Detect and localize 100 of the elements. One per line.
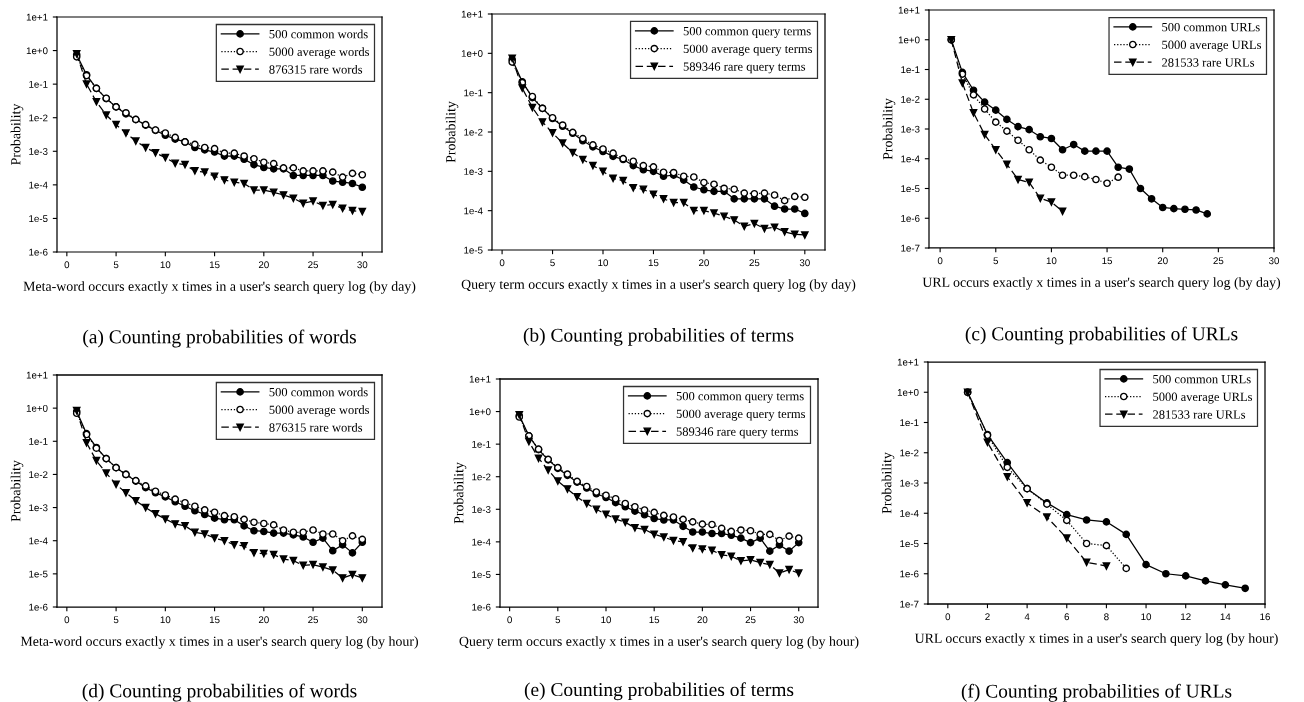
legend-label: 281533 rare URLs	[1162, 58, 1255, 67]
y-tick-label: 1e-3	[29, 148, 48, 155]
y-tick-label: 1e-4	[29, 181, 48, 189]
legend-label: 500 common URLs	[1153, 374, 1251, 384]
y-axis-title: Probability	[10, 103, 24, 165]
y-tick-label: 1e-2	[900, 449, 919, 457]
x-axis-title: URL occurs exactly x times in a user's search query log (by hour)	[914, 633, 1278, 646]
y-tick-label: 1e-5	[464, 246, 483, 254]
y-axis-title: Probability	[445, 101, 459, 163]
legend-label: 500 common query terms	[683, 26, 811, 38]
x-tick-label: 15	[648, 259, 659, 267]
text: (a) Counting probabilities of words	[83, 329, 356, 348]
x-tick-label: 10	[598, 259, 609, 267]
x-axis-title: Query term occurs exactly x times in a user's search query log (by hour)	[459, 636, 859, 649]
y-tick-label: 1e+1	[26, 13, 48, 21]
x-tick-label: 30	[793, 616, 804, 624]
y-tick-label: 1e-5	[901, 185, 920, 193]
y-tick-label: 1e-5	[900, 540, 919, 548]
x-tick-label: 2	[985, 613, 990, 621]
x-tick-label: 0	[64, 261, 70, 269]
x-axis-title: URL occurs exactly x times in a user's search query log (by day)	[922, 277, 1281, 290]
y-tick-label: 1e-3	[29, 504, 48, 512]
legend-label: 281533 rare URLs	[1153, 410, 1246, 419]
x-tick-label: 0	[937, 257, 943, 265]
x-axis-title: Meta-word occurs exactly x times in a user's search query log (by hour)	[20, 636, 418, 649]
y-axis-title: Probability	[453, 462, 467, 524]
x-tick-label: 10	[601, 616, 612, 624]
y-tick-label: 1e-2	[472, 473, 491, 481]
y-tick-label: 1e+1	[469, 375, 491, 383]
legend-label: 589346 rare query terms	[676, 427, 799, 439]
y-tick-label: 1e-6	[29, 248, 48, 256]
y-tick-label: 1e-5	[29, 215, 48, 223]
legend-label: 5000 average URLs	[1153, 392, 1253, 404]
x-tick-label: 15	[209, 261, 220, 269]
x-tick-label: 30	[357, 616, 368, 624]
legend-label: 500 common words	[269, 387, 368, 397]
y-tick-label: 1e-2	[901, 95, 920, 103]
x-tick-label: 0	[507, 616, 512, 624]
legend-label: 5000 average words	[269, 47, 370, 59]
y-tick-label: 1e+0	[469, 408, 491, 416]
legend-label: 5000 average URLs	[1162, 40, 1262, 52]
y-tick-label: 1e+1	[897, 358, 919, 366]
x-tick-label: 12	[1181, 613, 1191, 621]
y-axis-title: Probability	[882, 98, 896, 160]
y-tick-label: 1e-6	[29, 603, 48, 611]
y-tick-label: 1e-5	[472, 571, 491, 579]
x-tick-label: 5	[113, 616, 119, 624]
y-tick-label: 1e-3	[464, 168, 483, 175]
y-tick-label: 1e-2	[29, 471, 48, 479]
x-tick-label: 5	[113, 261, 119, 269]
x-tick-label: 10	[1141, 613, 1152, 621]
x-tick-label: 5	[555, 616, 561, 624]
x-tick-label: 0	[499, 259, 505, 267]
y-tick-label: 1e+1	[26, 371, 48, 379]
x-tick-label: 25	[308, 616, 319, 624]
x-tick-label: 20	[258, 616, 269, 624]
y-tick-label: 1e-4	[901, 155, 920, 163]
y-tick-label: 1e-4	[900, 510, 919, 517]
y-tick-label: 1e-2	[29, 114, 48, 122]
text: (f) Counting probabilities of URLs	[961, 683, 1232, 702]
x-tick-label: 30	[1268, 257, 1280, 265]
y-tick-label: 1e-6	[472, 603, 491, 611]
x-tick-label: 0	[945, 613, 951, 621]
x-tick-label: 30	[357, 261, 368, 269]
y-tick-label: 1e+0	[26, 47, 48, 55]
y-tick-label: 1e-1	[29, 438, 48, 445]
x-tick-label: 4	[1024, 613, 1030, 621]
legend-label: 5000 average words	[269, 405, 370, 417]
y-axis-title: Probability	[881, 452, 895, 514]
x-tick-label: 20	[698, 259, 709, 267]
y-tick-label: 1e+1	[461, 10, 483, 18]
x-tick-label: 15	[1102, 257, 1113, 265]
x-tick-label: 10	[1046, 257, 1057, 265]
x-tick-label: 25	[308, 261, 319, 269]
y-tick-label: 1e-1	[29, 80, 48, 88]
text: (e) Counting probabilities of terms	[524, 682, 794, 701]
y-tick-label: 1e-3	[900, 479, 919, 487]
x-tick-label: 16	[1260, 613, 1270, 621]
y-tick-label: 1e-1	[900, 419, 919, 427]
legend-label: 500 common query terms	[676, 391, 804, 403]
y-tick-label: 1e+1	[898, 6, 920, 14]
x-axis-title: Query term occurs exactly x times in a user's search query log (by day)	[461, 279, 856, 292]
text: (d) Counting probabilities of words	[82, 683, 357, 702]
y-tick-label: 1e-3	[901, 125, 920, 133]
x-tick-label: 15	[209, 616, 220, 624]
y-tick-label: 1e-6	[901, 214, 920, 222]
y-tick-label: 1e-4	[29, 537, 48, 545]
x-tick-label: 20	[697, 616, 708, 624]
x-tick-label: 15	[649, 616, 660, 624]
y-tick-label: 1e-7	[901, 244, 920, 252]
text: (c) Counting probabilities of URLs	[965, 326, 1238, 345]
x-tick-label: 30	[799, 259, 810, 267]
y-tick-label: 1e-3	[472, 506, 491, 513]
legend-label: 589346 rare query terms	[683, 62, 806, 74]
text: (b) Counting probabilities of terms	[523, 327, 794, 346]
y-tick-label: 1e-2	[464, 128, 483, 136]
x-axis-title: Meta-word occurs exactly x times in a user's search query log (by day)	[23, 281, 416, 294]
y-tick-label: 1e+0	[461, 50, 483, 57]
x-tick-label: 25	[749, 259, 760, 267]
x-tick-label: 25	[1213, 257, 1224, 265]
